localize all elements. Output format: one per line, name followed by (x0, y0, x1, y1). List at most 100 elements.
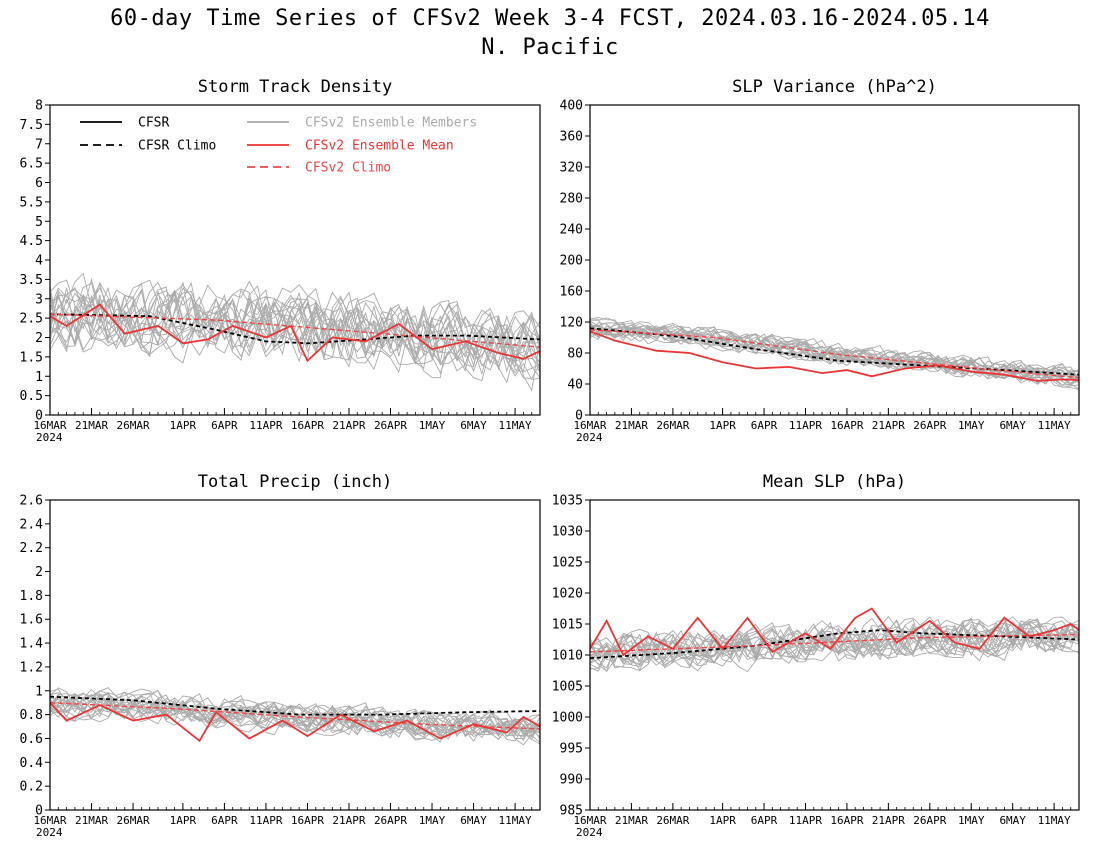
y-tick-label: 1005 (552, 680, 583, 695)
chart-title: SLP Variance (hPa^2) (732, 77, 937, 97)
x-tick-label: 6APR (211, 419, 238, 432)
y-tick-label: 2 (35, 331, 43, 346)
page-title: 60-day Time Series of CFSv2 Week 3-4 FCS… (110, 6, 990, 31)
y-tick-label: 4.5 (20, 234, 43, 249)
y-tick-label: 4 (35, 254, 43, 269)
ensemble-mean-line (50, 303, 540, 363)
y-tick-label: 2.2 (20, 541, 43, 556)
ensemble-member-line (50, 693, 540, 734)
x-tick-label: 11MAY (1038, 814, 1071, 827)
y-tick-label: 1.2 (20, 660, 43, 675)
x-tick-label: 26MAR (116, 814, 149, 827)
y-tick-label: 1.6 (20, 613, 43, 628)
x-tick-label: 11MAY (499, 814, 532, 827)
x-tick-label: 21MAR (615, 419, 648, 432)
ensemble-member-line (590, 617, 1079, 664)
ensemble-member-line (50, 690, 540, 736)
x-tick-label: 16APR (830, 814, 863, 827)
y-tick-label: 280 (560, 192, 583, 207)
x-tick-label: 21APR (332, 419, 365, 432)
ensemble-member-line (50, 282, 540, 378)
y-tick-label: 1020 (552, 587, 583, 602)
x-tick-label: 11MAY (1038, 419, 1071, 432)
y-tick-label: 240 (560, 223, 583, 238)
chart-panel-2: SLP Variance (hPa^2) 0 40 80 120 160 200 240 280… (560, 77, 1080, 444)
y-tick-label: 0.2 (20, 780, 43, 795)
page-subtitle: N. Pacific (481, 35, 619, 60)
chart-panel-3: Total Precip (inch) 0 0.2 0.4 0.6 0.8 1 1.2 1.4 1… (20, 472, 541, 839)
chart-panel-4: Mean SLP (hPa) 985 990 995 1000 1005 1010 1015 1… (552, 472, 1080, 839)
x-tick-label: 16APR (291, 814, 324, 827)
y-tick-label: 2.6 (20, 494, 43, 509)
y-tick-label: 320 (560, 161, 583, 176)
ensemble-member-line (590, 621, 1079, 669)
y-tick-label: 2.4 (20, 517, 44, 532)
y-tick-label: 2.5 (20, 312, 43, 327)
x-tick-label: 26MAR (656, 419, 689, 432)
y-tick-label: 6.5 (20, 157, 43, 172)
ensemble-mean-line (590, 607, 1079, 657)
x-tick-label: 21APR (872, 419, 905, 432)
y-tick-label: 0.8 (20, 708, 43, 723)
y-tick-label: 3 (35, 292, 43, 307)
legend-label: CFSv2 Ensemble Members (305, 116, 477, 131)
y-tick-label: 5 (35, 215, 43, 230)
y-tick-label: 2 (35, 565, 43, 580)
x-tick-label: 21MAR (615, 814, 648, 827)
x-tick-label: 16MAR (33, 419, 66, 432)
y-tick-label: 995 (560, 742, 583, 757)
x-tick-label: 26APR (374, 814, 407, 827)
y-tick-label: 0.6 (20, 732, 43, 747)
x-year-label: 2024 (576, 431, 603, 444)
y-tick-label: 5.5 (20, 195, 43, 210)
y-tick-label: 1.8 (20, 589, 43, 604)
y-tick-label: 1000 (552, 711, 583, 726)
ensemble-member-line (50, 272, 540, 365)
y-tick-label: 7.5 (20, 118, 43, 133)
x-tick-label: 6APR (211, 814, 238, 827)
ensemble-member-line (590, 322, 1079, 386)
x-tick-label: 21MAR (75, 419, 108, 432)
y-tick-label: 1 (35, 370, 43, 385)
y-tick-label: 0 (575, 409, 583, 424)
ensemble-member-line (50, 301, 540, 364)
x-tick-label: 26APR (913, 814, 946, 827)
ensemble-member-line (50, 277, 540, 372)
x-tick-label: 26MAR (656, 814, 689, 827)
chart-legend: CFSR CFSR Climo CFSv2 Ensemble Members CFSv… (80, 116, 477, 176)
x-tick-label: 26APR (374, 419, 407, 432)
x-tick-label: 21MAR (75, 814, 108, 827)
y-tick-label: 990 (560, 773, 583, 788)
y-tick-label: 400 (560, 99, 583, 114)
x-tick-label: 26MAR (116, 419, 149, 432)
plot-frame (49, 104, 541, 416)
y-tick-label: 80 (567, 347, 583, 362)
x-tick-label: 11MAY (499, 419, 532, 432)
cfsv2-climo-line (50, 702, 540, 730)
x-tick-label: 6MAY (999, 419, 1026, 432)
cfsv2-climo-line (590, 329, 1079, 379)
y-tick-label: 7 (35, 137, 43, 152)
x-tick-label: 1MAY (958, 419, 985, 432)
ensemble-member-line (590, 624, 1079, 669)
x-tick-label: 11APR (789, 814, 822, 827)
y-tick-label: 1.5 (20, 350, 43, 365)
y-tick-label: 120 (560, 316, 583, 331)
y-tick-label: 40 (567, 378, 583, 393)
ensemble-mean-line (590, 330, 1079, 382)
x-tick-label: 6MAY (460, 814, 487, 827)
x-tick-label: 21APR (332, 814, 365, 827)
x-year-label: 2024 (576, 826, 603, 839)
plot-frame (589, 499, 1080, 811)
y-tick-label: 1035 (552, 494, 583, 509)
x-tick-label: 6APR (751, 814, 778, 827)
cfsv2-climo-line (50, 313, 540, 348)
legend-label: CFSv2 Ensemble Mean (305, 139, 454, 154)
ensemble-member-line (50, 291, 540, 369)
x-tick-label: 21APR (872, 814, 905, 827)
x-tick-label: 6MAY (460, 419, 487, 432)
y-tick-label: 0.5 (20, 389, 43, 404)
y-tick-label: 160 (560, 285, 583, 300)
y-tick-label: 360 (560, 130, 583, 145)
chart-panel-1: Storm Track Density 0 0.5 1 1.5 2 2.5 3 3.5 4 4.5 5… (20, 77, 541, 444)
